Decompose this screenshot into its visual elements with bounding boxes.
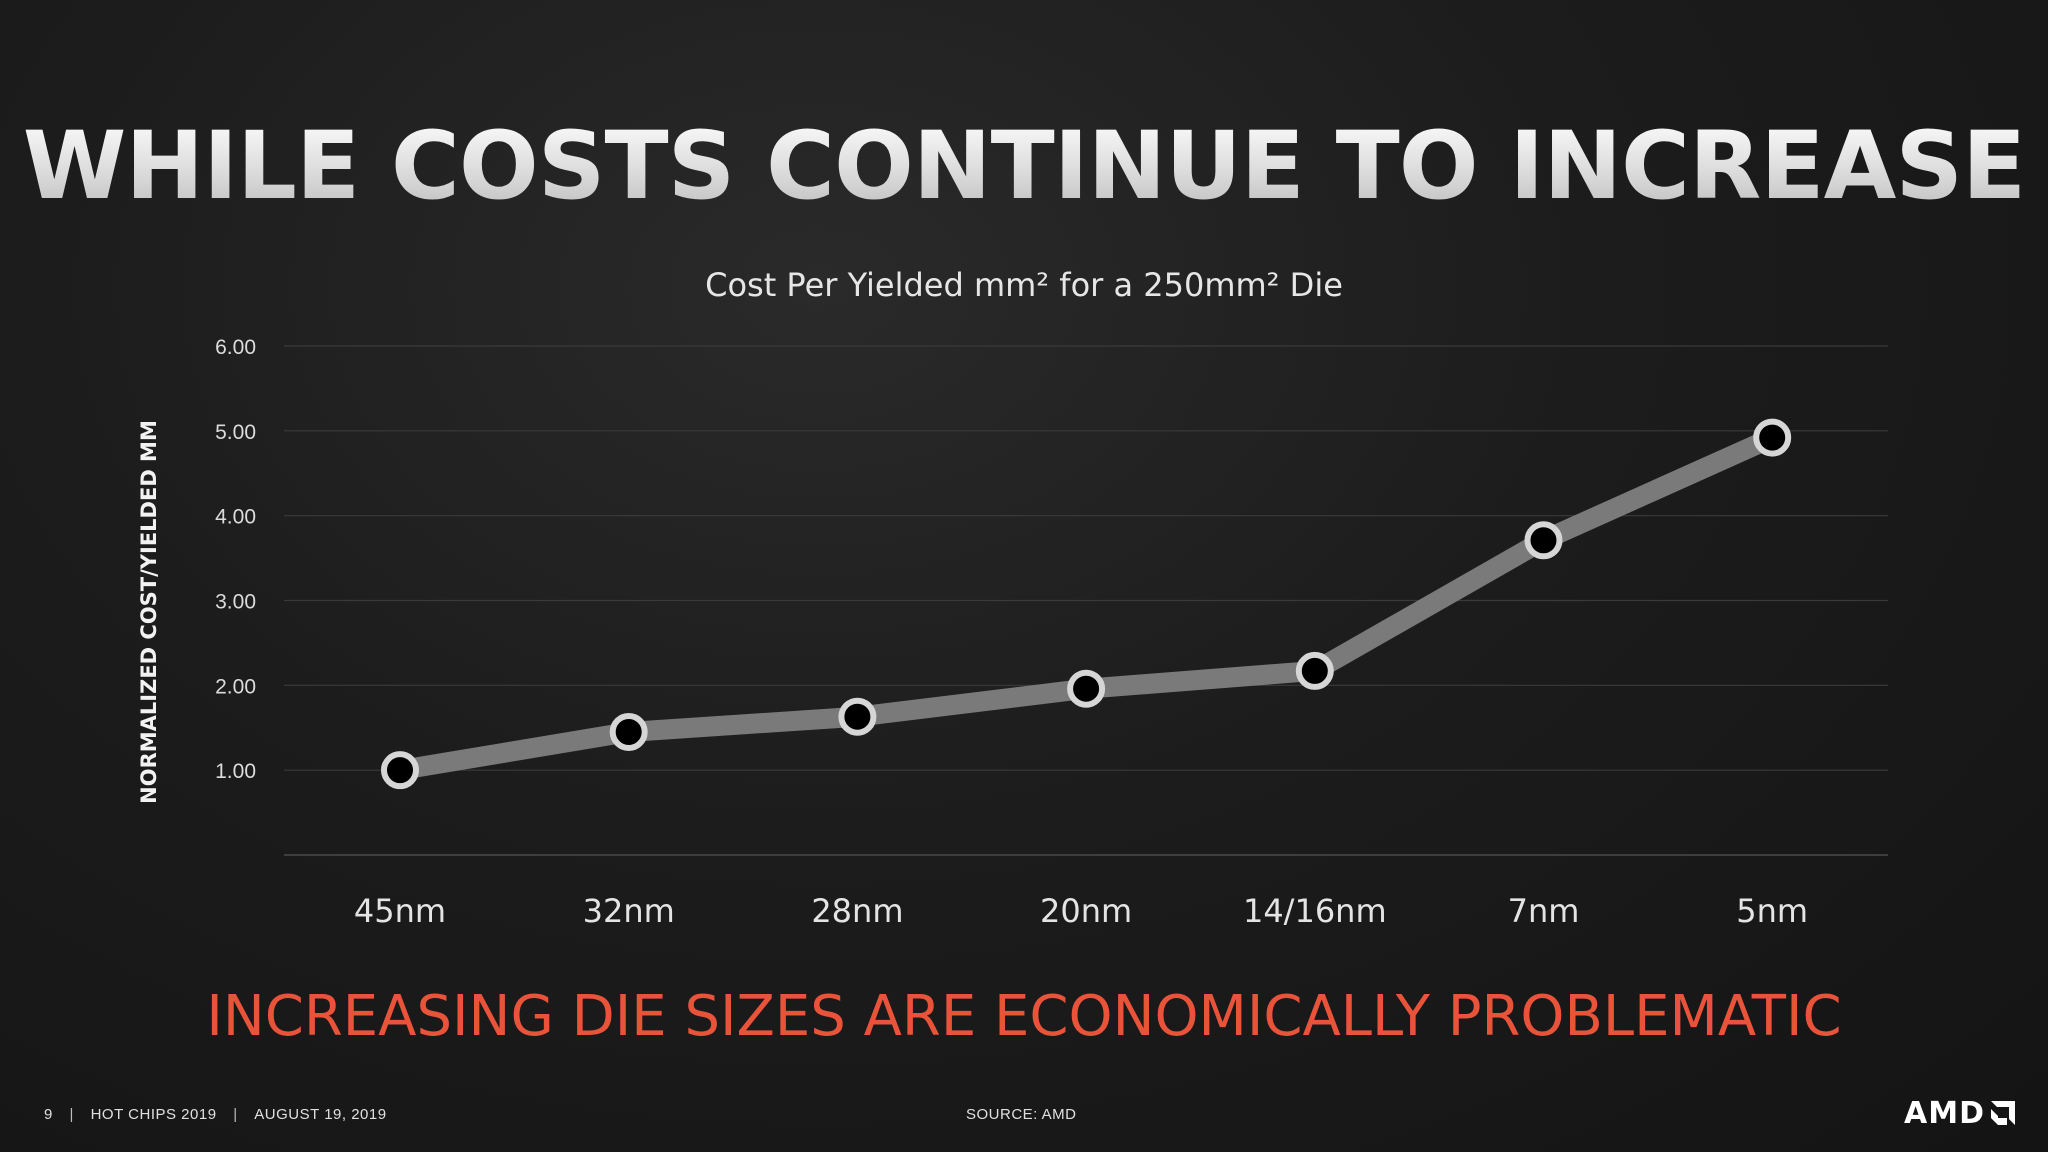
data-point-marker bbox=[1295, 651, 1334, 690]
slide-title: WHILE COSTS CONTINUE TO INCREASE bbox=[0, 112, 2048, 221]
event-date: AUGUST 19, 2019 bbox=[254, 1106, 387, 1123]
x-tick-label: 14/16nm bbox=[1243, 892, 1387, 930]
data-point-marker bbox=[1753, 418, 1792, 457]
y-tick-label: 1.00 bbox=[215, 760, 256, 783]
data-point-marker bbox=[381, 751, 419, 790]
amd-logo: AMD bbox=[1904, 1095, 2017, 1131]
x-tick-label: 28nm bbox=[811, 892, 903, 930]
slide-subtitle: INCREASING DIE SIZES ARE ECONOMICALLY PR… bbox=[206, 984, 1842, 1049]
data-point bbox=[1524, 521, 1563, 560]
data-point-marker bbox=[1067, 669, 1106, 708]
amd-arrow-icon bbox=[1990, 1101, 2015, 1125]
data-point bbox=[838, 697, 877, 736]
data-point bbox=[1753, 418, 1792, 457]
y-tick-label: 6.00 bbox=[215, 336, 256, 359]
x-tick-label: 7nm bbox=[1508, 892, 1580, 930]
x-tick-labels: 45nm 32nm 28nm 20nm 14/16nm 7nm 5nm bbox=[354, 892, 1808, 930]
series-line bbox=[390, 427, 1783, 781]
data-point bbox=[1067, 669, 1106, 708]
footer-separator: | bbox=[69, 1106, 74, 1123]
x-tick-label: 32nm bbox=[583, 892, 675, 930]
chart-title: Cost Per Yielded mm² for a 250mm² Die bbox=[705, 266, 1343, 304]
x-tick-label: 5nm bbox=[1736, 892, 1808, 930]
page-number: 9 bbox=[44, 1106, 53, 1123]
x-tick-label: 20nm bbox=[1040, 892, 1132, 930]
data-point bbox=[381, 751, 419, 790]
y-tick-label: 3.00 bbox=[215, 591, 256, 614]
footer-info: 9 | HOT CHIPS 2019 | AUGUST 19, 2019 bbox=[44, 1106, 387, 1123]
data-point bbox=[1295, 651, 1334, 690]
amd-logo-text: AMD bbox=[1904, 1095, 1985, 1131]
y-tick-labels: 1.00 2.00 3.00 4.00 5.00 6.00 bbox=[215, 336, 256, 783]
data-point-marker bbox=[838, 697, 877, 736]
y-tick-label: 2.00 bbox=[215, 675, 256, 698]
event-name: HOT CHIPS 2019 bbox=[90, 1106, 217, 1123]
x-tick-label: 45nm bbox=[354, 892, 446, 930]
gridlines bbox=[284, 345, 1888, 856]
y-tick-label: 4.00 bbox=[215, 506, 256, 529]
series-line bbox=[390, 427, 1783, 781]
footer-separator: | bbox=[233, 1106, 238, 1123]
data-markers bbox=[381, 418, 1792, 790]
source-note: SOURCE: AMD bbox=[966, 1106, 1077, 1123]
data-point-marker bbox=[1524, 521, 1563, 560]
y-axis-label: NORMALIZED COST/YIELDED MM bbox=[137, 420, 161, 804]
y-tick-label: 5.00 bbox=[215, 421, 256, 444]
data-point-marker bbox=[609, 712, 648, 751]
data-point bbox=[609, 712, 648, 751]
